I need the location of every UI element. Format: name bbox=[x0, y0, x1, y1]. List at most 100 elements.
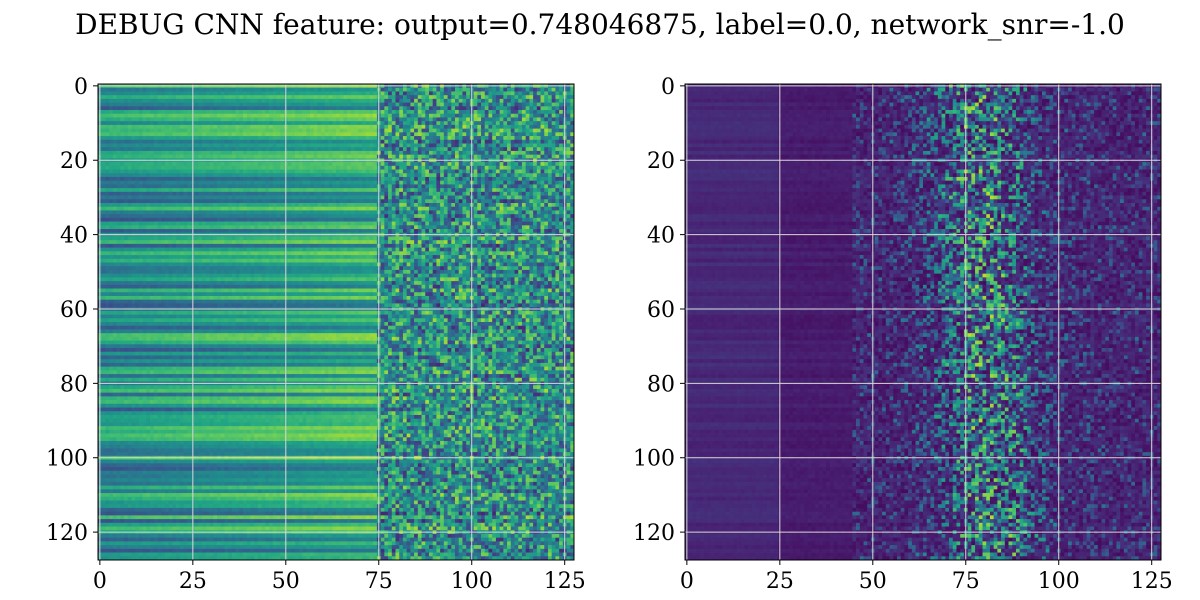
heatmap-cell bbox=[314, 192, 318, 196]
heatmap-cell bbox=[503, 184, 507, 188]
heatmap-cell bbox=[433, 162, 437, 166]
heatmap-cell bbox=[109, 125, 113, 129]
heatmap-cell bbox=[518, 103, 522, 107]
heatmap-cell bbox=[317, 110, 321, 114]
heatmap-cell bbox=[195, 177, 199, 181]
heatmap-cell bbox=[355, 188, 359, 192]
heatmap-cell bbox=[462, 166, 466, 170]
heatmap-cell bbox=[448, 199, 452, 203]
heatmap-cell bbox=[291, 207, 295, 211]
heatmap-cell bbox=[102, 203, 106, 207]
heatmap-cell bbox=[325, 170, 329, 174]
heatmap-cell bbox=[210, 184, 214, 188]
heatmap-cell bbox=[552, 132, 556, 136]
heatmap-cell bbox=[232, 88, 236, 92]
heatmap-cell bbox=[436, 106, 440, 110]
heatmap-cell bbox=[180, 210, 184, 214]
heatmap-cell bbox=[113, 91, 117, 95]
heatmap-cell bbox=[555, 155, 559, 159]
heatmap-cell bbox=[343, 125, 347, 129]
heatmap-cell bbox=[410, 199, 414, 203]
heatmap-cell bbox=[500, 103, 504, 107]
heatmap-cell bbox=[135, 151, 139, 155]
heatmap-cell bbox=[373, 117, 377, 121]
heatmap-cell bbox=[462, 99, 466, 103]
heatmap-cell bbox=[358, 181, 362, 185]
heatmap-cell bbox=[236, 192, 240, 196]
heatmap-cell bbox=[295, 144, 299, 148]
heatmap-cell bbox=[306, 184, 310, 188]
heatmap-cell bbox=[176, 188, 180, 192]
heatmap-cell bbox=[492, 196, 496, 200]
heatmap-cell bbox=[503, 177, 507, 181]
heatmap-cell bbox=[552, 114, 556, 118]
heatmap-cell bbox=[221, 225, 225, 229]
heatmap-cell bbox=[537, 188, 541, 192]
heatmap-cell bbox=[496, 147, 500, 151]
heatmap-cell bbox=[128, 129, 132, 133]
heatmap-cell bbox=[131, 188, 135, 192]
heatmap-cell bbox=[429, 91, 433, 95]
heatmap-cell bbox=[477, 114, 481, 118]
heatmap-cell bbox=[351, 88, 355, 92]
heatmap-cell bbox=[187, 103, 191, 107]
heatmap-cell bbox=[317, 181, 321, 185]
heatmap-cell bbox=[555, 210, 559, 214]
heatmap-cell bbox=[403, 95, 407, 99]
heatmap-cell bbox=[481, 136, 485, 140]
heatmap-cell bbox=[515, 173, 519, 177]
heatmap-cell bbox=[466, 199, 470, 203]
heatmap-cell bbox=[202, 144, 206, 148]
heatmap-cell bbox=[455, 136, 459, 140]
heatmap-cell bbox=[440, 121, 444, 125]
heatmap-cell bbox=[448, 132, 452, 136]
heatmap-cell bbox=[336, 192, 340, 196]
heatmap-cell bbox=[507, 125, 511, 129]
heatmap-cell bbox=[228, 210, 232, 214]
heatmap-cell bbox=[306, 173, 310, 177]
heatmap-cell bbox=[321, 103, 325, 107]
heatmap-cell bbox=[139, 155, 143, 159]
heatmap-cell bbox=[180, 99, 184, 103]
heatmap-cell bbox=[206, 225, 210, 229]
heatmap-cell bbox=[135, 199, 139, 203]
heatmap-cell bbox=[485, 177, 489, 181]
heatmap-cell bbox=[541, 181, 545, 185]
heatmap-cell bbox=[559, 173, 563, 177]
heatmap-cell bbox=[485, 222, 489, 226]
heatmap-cell bbox=[262, 166, 266, 170]
heatmap-cell bbox=[184, 170, 188, 174]
heatmap-cell bbox=[198, 166, 202, 170]
heatmap-cell bbox=[567, 177, 571, 181]
heatmap-cell bbox=[410, 203, 414, 207]
heatmap-cell bbox=[269, 110, 273, 114]
heatmap-cell bbox=[187, 147, 191, 151]
heatmap-cell bbox=[433, 155, 437, 159]
heatmap-cell bbox=[448, 121, 452, 125]
heatmap-cell bbox=[325, 114, 329, 118]
heatmap-cell bbox=[277, 91, 281, 95]
heatmap-cell bbox=[280, 218, 284, 222]
heatmap-cell bbox=[407, 110, 411, 114]
heatmap-cell bbox=[187, 106, 191, 110]
heatmap-cell bbox=[544, 136, 548, 140]
heatmap-cell bbox=[288, 214, 292, 218]
heatmap-cell bbox=[258, 225, 262, 229]
heatmap-cell bbox=[124, 162, 128, 166]
heatmap-cell bbox=[154, 177, 158, 181]
heatmap-cell bbox=[492, 222, 496, 226]
heatmap-cell bbox=[407, 121, 411, 125]
heatmap-cell bbox=[277, 99, 281, 103]
heatmap-cell bbox=[135, 103, 139, 107]
heatmap-cell bbox=[239, 196, 243, 200]
heatmap-cell bbox=[206, 222, 210, 226]
heatmap-cell bbox=[488, 144, 492, 148]
heatmap-cell bbox=[355, 151, 359, 155]
heatmap-cell bbox=[336, 203, 340, 207]
heatmap-cell bbox=[254, 155, 258, 159]
heatmap-cell bbox=[462, 181, 466, 185]
heatmap-cell bbox=[299, 125, 303, 129]
heatmap-cell bbox=[131, 117, 135, 121]
heatmap-cell bbox=[466, 88, 470, 92]
heatmap-cell bbox=[236, 162, 240, 166]
